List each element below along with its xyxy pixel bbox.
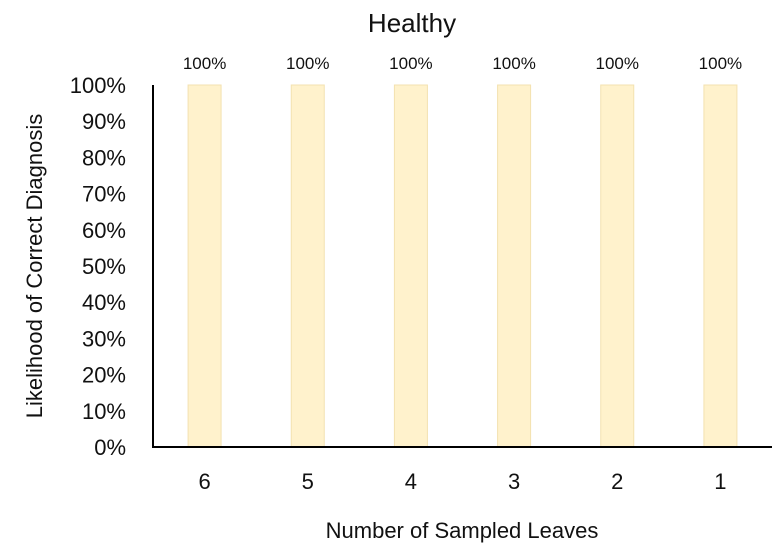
y-tick-label-30: 30% [82, 326, 126, 351]
data-label-6: 100% [183, 54, 226, 73]
y-tick-label-60: 60% [82, 218, 126, 243]
data-label-4: 100% [389, 54, 432, 73]
x-tick-label-2: 2 [611, 469, 623, 494]
bar-3 [497, 84, 532, 448]
x-tick-label-5: 5 [302, 469, 314, 494]
data-labels-group: 100% 100% 100% 100% 100% 100% [183, 54, 742, 73]
x-tick-label-4: 4 [405, 469, 417, 494]
x-tick-label-6: 6 [198, 469, 210, 494]
y-tick-label-80: 80% [82, 145, 126, 170]
data-label-1: 100% [699, 54, 742, 73]
bar-4 [393, 84, 428, 448]
y-tick-label-0: 0% [94, 435, 126, 460]
y-tick-label-40: 40% [82, 290, 126, 315]
data-label-2: 100% [596, 54, 639, 73]
data-label-3: 100% [492, 54, 535, 73]
bars-group [187, 84, 738, 448]
chart-title: Healthy [368, 8, 456, 38]
x-axis-title: Number of Sampled Leaves [326, 518, 599, 543]
y-tick-label-20: 20% [82, 363, 126, 388]
y-tick-label-100: 100% [70, 73, 126, 98]
x-tick-labels-group: 6 5 4 3 2 1 [198, 469, 726, 494]
y-tick-label-90: 90% [82, 109, 126, 134]
y-tick-label-50: 50% [82, 254, 126, 279]
bar-6 [187, 84, 222, 448]
bar-5 [290, 84, 325, 448]
y-tick-label-70: 70% [82, 182, 126, 207]
x-tick-label-1: 1 [714, 469, 726, 494]
y-tick-labels-group: 0% 10% 20% 30% 40% 50% 60% 70% 80% 90% 100% [70, 73, 126, 460]
y-axis-title: Likelihood of Correct Diagnosis [22, 114, 47, 419]
bar-2 [600, 84, 635, 448]
data-label-5: 100% [286, 54, 329, 73]
y-tick-label-10: 10% [82, 399, 126, 424]
x-tick-label-3: 3 [508, 469, 520, 494]
bar-1 [703, 84, 738, 448]
